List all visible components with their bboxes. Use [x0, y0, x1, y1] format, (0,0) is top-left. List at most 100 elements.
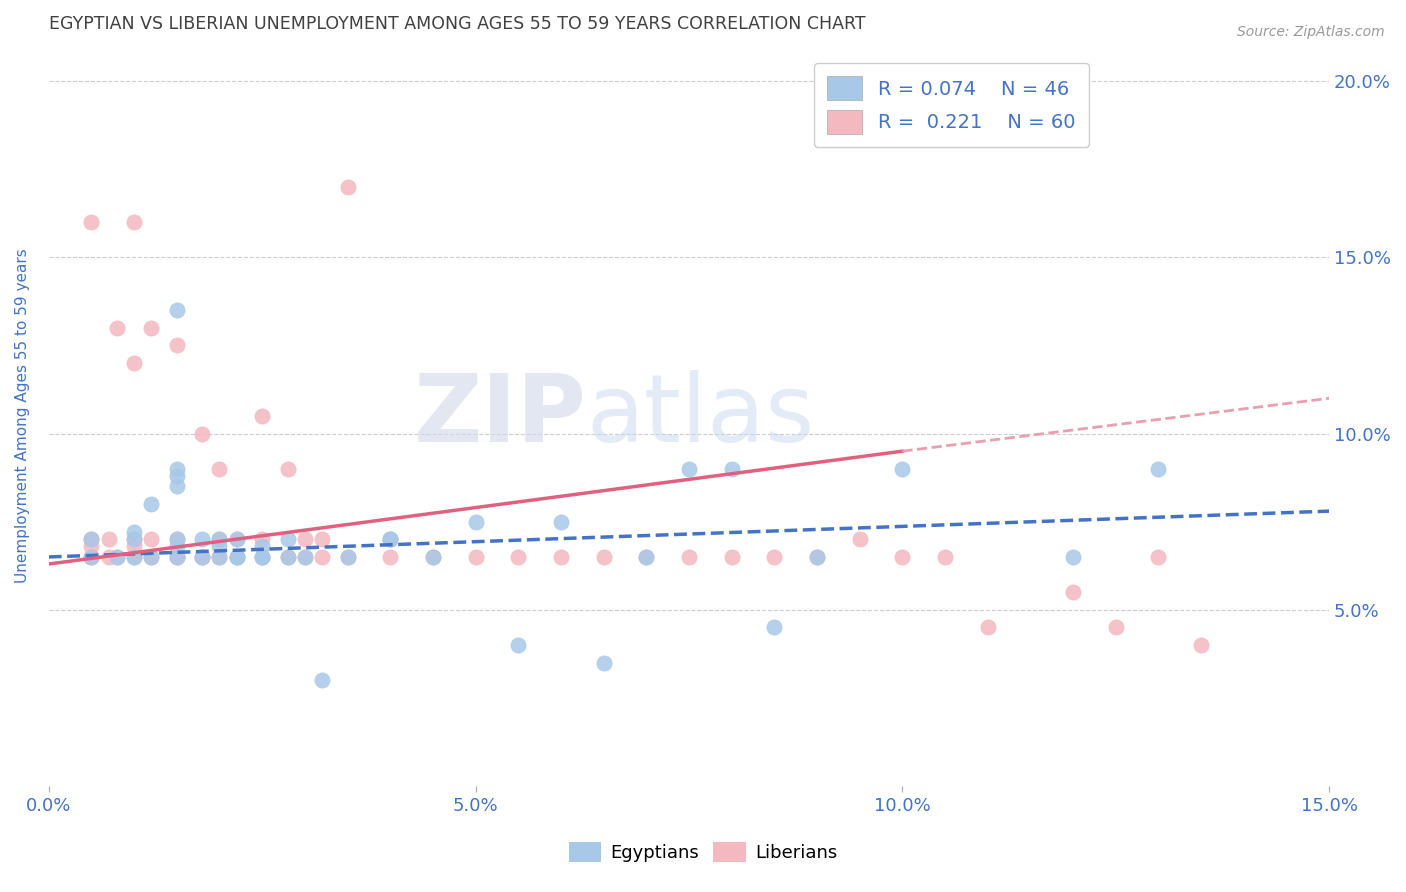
- Point: [1189, 638, 1212, 652]
- Legend: R = 0.074    N = 46, R =  0.221    N = 60: R = 0.074 N = 46, R = 0.221 N = 60: [814, 62, 1088, 147]
- Point: [848, 533, 870, 547]
- Point: [141, 549, 163, 564]
- Point: [122, 356, 145, 370]
- Point: [166, 549, 188, 564]
- Point: [122, 549, 145, 564]
- Point: [250, 549, 273, 564]
- Point: [166, 303, 188, 318]
- Point: [380, 549, 402, 564]
- Point: [122, 540, 145, 554]
- Point: [422, 549, 444, 564]
- Point: [550, 549, 572, 564]
- Point: [1062, 585, 1084, 599]
- Y-axis label: Unemployment Among Ages 55 to 59 years: Unemployment Among Ages 55 to 59 years: [15, 249, 30, 583]
- Point: [80, 549, 103, 564]
- Point: [508, 549, 530, 564]
- Point: [80, 533, 103, 547]
- Point: [225, 549, 247, 564]
- Point: [122, 533, 145, 547]
- Point: [277, 462, 299, 476]
- Point: [422, 549, 444, 564]
- Point: [636, 549, 658, 564]
- Point: [380, 533, 402, 547]
- Point: [311, 533, 333, 547]
- Point: [105, 549, 128, 564]
- Point: [294, 549, 316, 564]
- Point: [166, 462, 188, 476]
- Point: [1147, 462, 1170, 476]
- Point: [191, 549, 214, 564]
- Point: [166, 468, 188, 483]
- Point: [191, 549, 214, 564]
- Point: [311, 549, 333, 564]
- Point: [763, 549, 786, 564]
- Point: [208, 540, 231, 554]
- Point: [277, 549, 299, 564]
- Point: [208, 533, 231, 547]
- Point: [294, 549, 316, 564]
- Point: [208, 462, 231, 476]
- Point: [208, 533, 231, 547]
- Point: [166, 338, 188, 352]
- Point: [122, 533, 145, 547]
- Point: [141, 549, 163, 564]
- Point: [208, 549, 231, 564]
- Point: [80, 215, 103, 229]
- Point: [225, 533, 247, 547]
- Point: [250, 540, 273, 554]
- Point: [678, 462, 700, 476]
- Point: [806, 549, 828, 564]
- Point: [678, 549, 700, 564]
- Point: [166, 540, 188, 554]
- Point: [141, 320, 163, 334]
- Point: [250, 533, 273, 547]
- Point: [1105, 620, 1128, 634]
- Text: ZIP: ZIP: [413, 370, 586, 462]
- Point: [80, 549, 103, 564]
- Text: EGYPTIAN VS LIBERIAN UNEMPLOYMENT AMONG AGES 55 TO 59 YEARS CORRELATION CHART: EGYPTIAN VS LIBERIAN UNEMPLOYMENT AMONG …: [49, 15, 865, 33]
- Point: [208, 549, 231, 564]
- Point: [225, 549, 247, 564]
- Point: [141, 497, 163, 511]
- Point: [336, 549, 359, 564]
- Point: [166, 533, 188, 547]
- Point: [636, 549, 658, 564]
- Point: [763, 620, 786, 634]
- Point: [294, 533, 316, 547]
- Point: [191, 549, 214, 564]
- Point: [250, 549, 273, 564]
- Point: [191, 426, 214, 441]
- Point: [105, 549, 128, 564]
- Point: [277, 533, 299, 547]
- Point: [891, 462, 914, 476]
- Point: [166, 533, 188, 547]
- Point: [806, 549, 828, 564]
- Point: [105, 320, 128, 334]
- Point: [80, 533, 103, 547]
- Point: [250, 409, 273, 423]
- Text: Source: ZipAtlas.com: Source: ZipAtlas.com: [1237, 25, 1385, 39]
- Point: [1147, 549, 1170, 564]
- Point: [336, 549, 359, 564]
- Point: [97, 549, 120, 564]
- Point: [141, 533, 163, 547]
- Point: [380, 533, 402, 547]
- Point: [891, 549, 914, 564]
- Point: [166, 549, 188, 564]
- Point: [464, 549, 486, 564]
- Point: [225, 533, 247, 547]
- Point: [166, 479, 188, 493]
- Point: [550, 515, 572, 529]
- Point: [464, 515, 486, 529]
- Point: [250, 549, 273, 564]
- Point: [122, 525, 145, 540]
- Point: [277, 549, 299, 564]
- Point: [80, 549, 103, 564]
- Point: [720, 462, 742, 476]
- Legend: Egyptians, Liberians: Egyptians, Liberians: [561, 834, 845, 870]
- Point: [122, 549, 145, 564]
- Point: [934, 549, 956, 564]
- Point: [380, 533, 402, 547]
- Point: [720, 549, 742, 564]
- Point: [311, 673, 333, 688]
